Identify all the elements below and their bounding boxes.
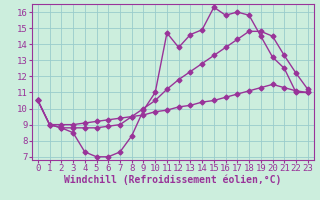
X-axis label: Windchill (Refroidissement éolien,°C): Windchill (Refroidissement éolien,°C) [64, 175, 282, 185]
